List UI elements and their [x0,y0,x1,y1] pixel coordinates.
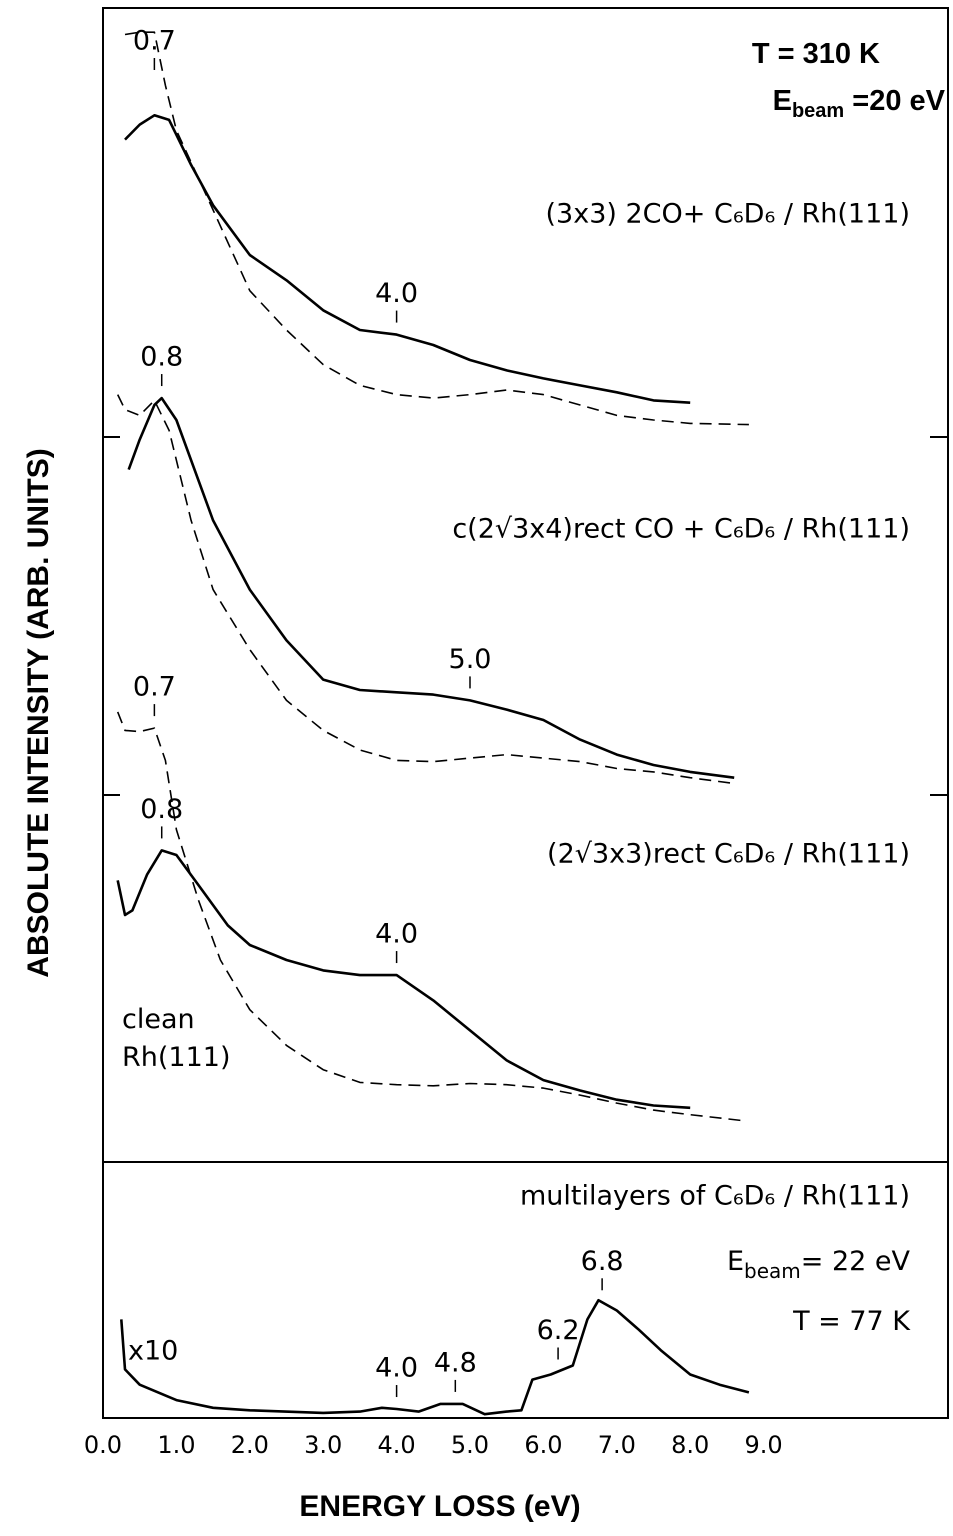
peak-label: 6.8 [581,1246,624,1277]
peak-label: 4.8 [434,1347,477,1378]
spectrum-line [124,114,691,404]
peak-label: 0.8 [140,794,183,825]
condition-sub: beam [792,100,844,122]
series-label: c(2√3x4)rect CO + C₆D₆ / Rh(111) [452,514,910,545]
x-tick-label: 4.0 [378,1431,416,1459]
condition-sub: beam [744,1259,801,1283]
series-label: clean Rh(111) [122,1004,230,1073]
peak-label: 0.7 [133,26,176,57]
series-label-line: Rh(111) [122,1042,230,1073]
peak-label: 4.0 [375,278,418,309]
y-axis-label: ABSOLUTE INTENSITY (ARB. UNITS) [22,448,55,977]
condition-main: E [773,85,792,117]
spectrum-line [116,394,735,785]
series-label: multilayers of C₆D₆ / Rh(111) [520,1181,910,1212]
condition-tail: = 22 eV [801,1246,911,1277]
x-tick-label: 1.0 [157,1431,195,1459]
x-tick-label: 8.0 [671,1431,709,1459]
x-tick-label: 5.0 [451,1431,489,1459]
peak-label: 0.7 [133,672,176,703]
x-tick-label: 2.0 [231,1431,269,1459]
annotation: x10 [128,1336,178,1367]
peak-label: 4.0 [375,1353,418,1384]
spectrum-line [127,396,735,779]
plot-frame [102,7,949,1419]
peak-label: 0.8 [140,342,183,373]
condition-main: E [727,1246,744,1277]
spectrum-line [120,1298,750,1416]
series-label: (3x3) 2CO+ C₆D₆ / Rh(111) [546,199,911,230]
spectrum-line [116,711,742,1122]
peak-label: 4.0 [375,919,418,950]
condition-label: T = 77 K [792,1306,911,1337]
condition-label: Ebeam =20 eV [773,85,946,123]
x-axis-label: ENERGY LOSS (eV) [299,1490,580,1523]
peak-label: 6.2 [537,1315,580,1346]
x-tick-label: 6.0 [524,1431,562,1459]
series-label-line: clean [122,1004,195,1035]
x-tick-label: 0.0 [84,1431,122,1459]
x-tick-label: 7.0 [598,1431,636,1459]
condition-label: T = 310 K [752,38,880,70]
condition-main: T = 310 K [752,38,880,70]
condition-tail: =20 eV [844,85,945,117]
spectrum-line [116,849,691,1110]
peak-label: 5.0 [449,644,492,675]
condition-label: Ebeam= 22 eV [727,1246,911,1283]
series-label: (2√3x3)rect C₆D₆ / Rh(111) [547,839,910,870]
spectrum-line [124,31,749,426]
x-tick-label: 9.0 [745,1431,783,1459]
x-tick-label: 3.0 [304,1431,342,1459]
condition-main: T = 77 K [792,1306,911,1337]
